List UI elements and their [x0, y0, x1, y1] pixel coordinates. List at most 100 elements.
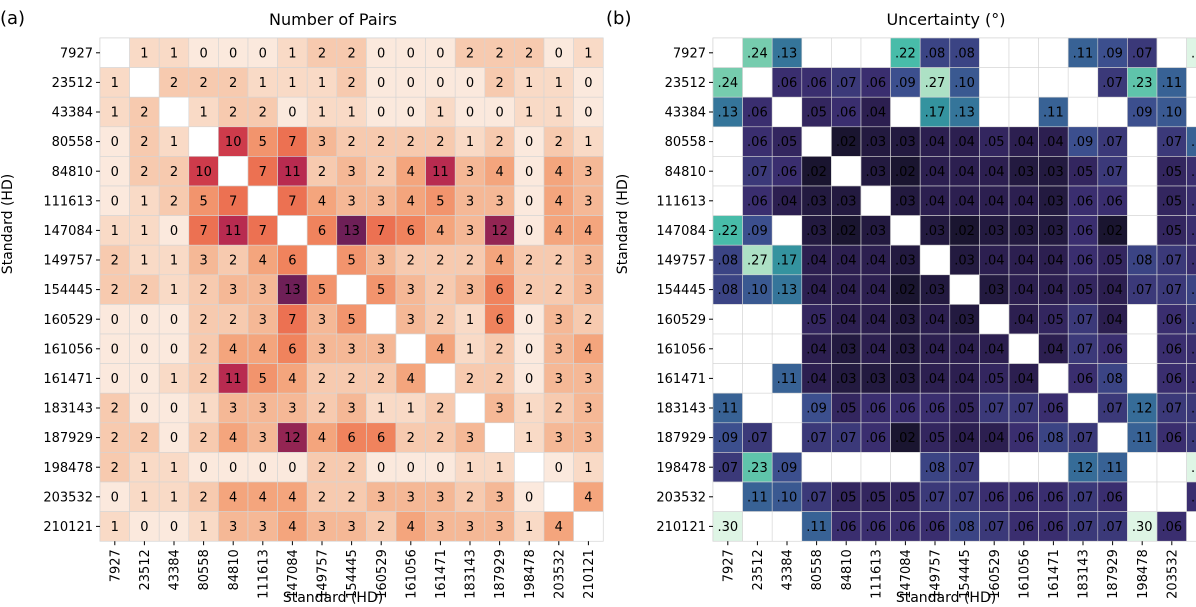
panel-b: (b) Uncertainty (°) .24 .13 .22 .08 .08 .11 .0…	[606, 8, 1196, 606]
heatmap-b-cell	[1038, 481, 1069, 512]
heatmap-a-cell	[158, 363, 190, 394]
heatmap-b-cell-label: .06	[1161, 520, 1182, 535]
heatmap-a-cell	[573, 37, 604, 68]
heatmap-a-cell	[306, 126, 338, 157]
heatmap-b-cell-label: .04	[1013, 254, 1034, 269]
heatmap-b-cell	[801, 304, 832, 335]
panel-b-ylabel: Standard (HD)	[615, 174, 631, 274]
heatmap-b-x-tick-label: 149757	[929, 549, 944, 599]
heatmap-b-cell	[771, 392, 803, 424]
heatmap-a-cell	[247, 67, 278, 98]
heatmap-a-cell	[366, 215, 397, 246]
heatmap-a-cell	[218, 126, 249, 157]
heatmap-a-cell	[425, 67, 456, 98]
heatmap-b-cell-label: .04	[806, 283, 827, 298]
heatmap-b-cell-label: .07	[984, 520, 1005, 535]
heatmap-b-cell-label: .03	[1013, 224, 1034, 239]
heatmap-a-cell	[99, 185, 130, 216]
heatmap-a-cell-label: 0	[407, 46, 415, 61]
heatmap-b-cell	[801, 215, 832, 246]
heatmap-a-cell	[247, 185, 278, 216]
heatmap-b-cell-label: .07	[1191, 313, 1196, 328]
heatmap-a-cell	[306, 481, 338, 512]
heatmap-a-cell-label: 2	[495, 76, 503, 91]
heatmap-b-cell-label: .11	[777, 372, 798, 387]
heatmap-b-cell-label: .03	[895, 254, 916, 269]
heatmap-b-cell-label: .08	[1132, 254, 1153, 269]
heatmap-b-cell	[1008, 304, 1039, 335]
heatmap-b-cell	[1008, 422, 1039, 453]
heatmap-a-cell-label: 1	[525, 431, 533, 446]
heatmap-a-cell	[425, 185, 456, 216]
heatmap-a-cell-label: 0	[111, 194, 119, 209]
panel-a-ylabel: Standard (HD)	[0, 174, 16, 274]
heatmap-a-cell-label: 1	[525, 76, 533, 91]
heatmap-a-cell-label: 1	[288, 46, 296, 61]
heatmap-a-cell-label: 0	[111, 135, 119, 150]
heatmap-b-cell-label: .06	[1191, 490, 1196, 505]
heatmap-b-cell-label: .06	[1161, 372, 1182, 387]
heatmap-a-cell-label: 3	[377, 490, 385, 505]
heatmap-a-cell	[366, 96, 397, 128]
heatmap-b-cell-label: .12	[1073, 461, 1094, 476]
heatmap-b-cell	[831, 37, 862, 68]
heatmap-b-cell-label: .30	[1191, 46, 1196, 61]
heatmap-a-cell-label: 2	[140, 135, 148, 150]
heatmap-a-cell-label: 1	[170, 283, 178, 298]
heatmap-b-cell-label: .13	[717, 106, 738, 121]
heatmap-a-cell-label: 4	[584, 490, 592, 505]
heatmap-b-cell	[1156, 67, 1187, 98]
heatmap-a-cell	[543, 67, 574, 98]
heatmap-b-cell	[801, 67, 832, 98]
heatmap-b-cell	[1156, 215, 1187, 246]
heatmap-b-cell	[801, 156, 832, 187]
heatmap-b-cell	[1008, 126, 1039, 157]
heatmap-b-cell	[1186, 511, 1196, 542]
heatmap-b-cell-label: .06	[865, 402, 886, 417]
heatmap-b-cell	[979, 156, 1010, 187]
heatmap-a-cell	[158, 422, 190, 453]
heatmap-a-cell-label: 3	[584, 254, 592, 269]
heatmap-a-cell-label: 1	[111, 106, 119, 121]
heatmap-b-cell-label: .03	[895, 372, 916, 387]
heatmap-b-cell-label: .04	[1013, 194, 1034, 209]
heatmap-a-cell	[514, 96, 545, 128]
heatmap-b-cell	[890, 96, 921, 128]
heatmap-a-cell	[158, 156, 190, 187]
heatmap-a-cell	[454, 37, 486, 68]
heatmap-a-x-tick-labels: 7927 23512 43384 80558 84810 111613 147084 1497…	[108, 541, 597, 599]
heatmap-a-cell-label: 3	[466, 165, 474, 180]
heatmap-b-y-tick-label: 23512	[665, 76, 706, 91]
heatmap-a-cell-label: 1	[407, 402, 415, 417]
heatmap-b-cell	[1127, 452, 1158, 483]
heatmap-b-cell-label: .06	[1191, 194, 1196, 209]
heatmap-b-cell-label: .04	[1013, 372, 1034, 387]
heatmap-a-cell	[573, 126, 604, 157]
heatmap-b-cell	[712, 481, 743, 512]
heatmap-a-cell-label: 6	[407, 224, 415, 239]
heatmap-a-cell-label: 0	[170, 402, 178, 417]
heatmap-b-cell-label: .07	[1161, 283, 1182, 298]
heatmap-b-cell	[1038, 511, 1069, 542]
heatmap-b-cell-label: .04	[836, 283, 857, 298]
panel-a-xlabel: Standard (HD)	[283, 590, 383, 606]
heatmap-b-cell	[712, 333, 743, 364]
heatmap-a-cell	[129, 422, 160, 453]
heatmap-a-cell-label: 3	[259, 283, 267, 298]
heatmap-b-cell	[742, 37, 773, 68]
heatmap-b-cell-label: .06	[1073, 254, 1094, 269]
heatmap-b-cell	[1008, 333, 1039, 364]
heatmap-b-cell-label: .04	[954, 342, 975, 357]
heatmap-b-cell-label: .10	[954, 76, 975, 91]
heatmap-b-cell	[949, 215, 980, 246]
heatmap-a-cell-label: 7	[259, 224, 267, 239]
heatmap-b-cell-label: .03	[895, 342, 916, 357]
heatmap-b-x-tick-label: 187929	[1106, 549, 1121, 599]
heatmap-b-cell	[1038, 244, 1069, 276]
heatmap-a-cell-label: 3	[318, 520, 326, 535]
heatmap-b-cell-label: .07	[836, 76, 857, 91]
heatmap-b-cell	[1156, 392, 1187, 424]
heatmap-b-x-tick-label: 84810	[840, 549, 855, 590]
heatmap-a-cell-label: 2	[199, 431, 207, 446]
heatmap-b-cell	[712, 185, 743, 216]
